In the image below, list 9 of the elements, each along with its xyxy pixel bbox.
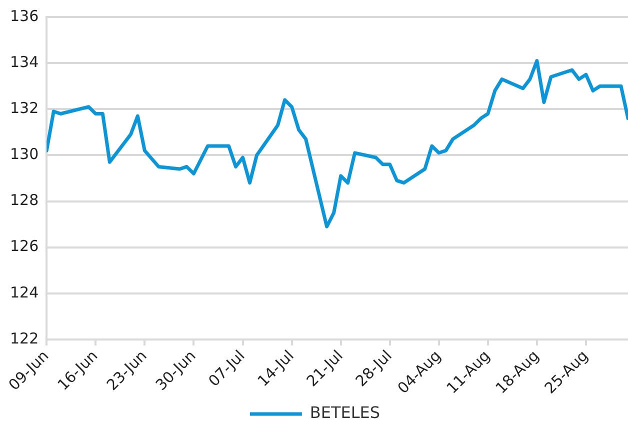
legend-label: BETELES — [310, 403, 380, 422]
y-tick-label: 122 — [10, 329, 39, 348]
y-tick-label: 134 — [10, 52, 39, 71]
y-tick-label: 128 — [10, 191, 39, 210]
y-tick-label: 130 — [10, 145, 39, 164]
y-tick-label: 126 — [10, 237, 39, 256]
y-tick-label: 124 — [10, 283, 39, 302]
y-tick-label: 132 — [10, 99, 39, 118]
y-tick-label: 136 — [10, 6, 39, 25]
